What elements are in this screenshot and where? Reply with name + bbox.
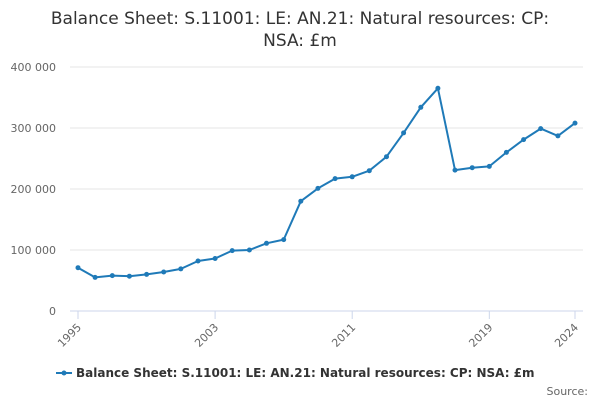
y-tick-label: 0	[49, 305, 56, 318]
y-tick-label: 400 000	[11, 61, 57, 74]
data-point[interactable]	[521, 137, 527, 143]
chart-title-line-2: NSA: £m	[263, 31, 337, 51]
chart-title-line-1: Balance Sheet: S.11001: LE: AN.21: Natur…	[51, 9, 549, 29]
x-tick-label: 2011	[329, 321, 358, 350]
data-point[interactable]	[418, 104, 424, 110]
y-tick-label: 100 000	[11, 244, 57, 257]
data-point[interactable]	[264, 240, 269, 246]
data-point[interactable]	[195, 258, 201, 264]
data-point[interactable]	[281, 237, 287, 243]
grid-lines	[70, 66, 583, 312]
y-tick-label: 200 000	[11, 183, 57, 196]
data-point[interactable]	[384, 154, 389, 160]
data-point[interactable]	[401, 130, 407, 136]
data-point[interactable]	[486, 163, 492, 169]
x-tick-label: 2003	[192, 321, 221, 350]
data-point[interactable]	[144, 271, 150, 277]
x-tick-label: 2024	[552, 321, 581, 350]
legend-label: Balance Sheet: S.11001: LE: AN.21: Natur…	[76, 366, 535, 380]
legend-symbol-marker	[61, 370, 67, 376]
data-point[interactable]	[92, 274, 98, 280]
data-point[interactable]	[298, 198, 304, 204]
data-point[interactable]	[315, 185, 321, 191]
x-tick-label: 1995	[55, 321, 84, 350]
data-point[interactable]	[469, 165, 475, 171]
data-point[interactable]	[572, 120, 578, 126]
chart-title: Balance Sheet: S.11001: LE: AN.21: Natur…	[51, 9, 549, 51]
data-point[interactable]	[503, 149, 509, 155]
x-axis: 1995 2003 2011 2019 2024	[55, 311, 581, 350]
data-point[interactable]	[161, 269, 167, 275]
data-point[interactable]	[349, 174, 355, 180]
data-point[interactable]	[75, 265, 81, 271]
data-point[interactable]	[538, 126, 544, 132]
data-point[interactable]	[109, 273, 115, 279]
series-layer	[75, 85, 578, 280]
source-label: Source:	[547, 385, 589, 398]
data-point[interactable]	[332, 176, 338, 182]
x-tick-label: 2019	[466, 321, 495, 350]
legend[interactable]: Balance Sheet: S.11001: LE: AN.21: Natur…	[56, 366, 535, 380]
data-point[interactable]	[452, 167, 458, 173]
data-point[interactable]	[212, 256, 218, 261]
data-point[interactable]	[126, 273, 132, 279]
y-axis-tick-labels: 0 100 000 200 000 300 000 400 000	[11, 61, 57, 318]
data-point[interactable]	[435, 85, 441, 91]
data-point[interactable]	[178, 266, 184, 272]
data-point[interactable]	[366, 168, 372, 174]
series-line	[77, 87, 576, 279]
data-point[interactable]	[555, 133, 561, 139]
y-tick-label: 300 000	[11, 122, 57, 135]
data-point[interactable]	[229, 248, 235, 254]
data-point[interactable]	[246, 247, 252, 253]
